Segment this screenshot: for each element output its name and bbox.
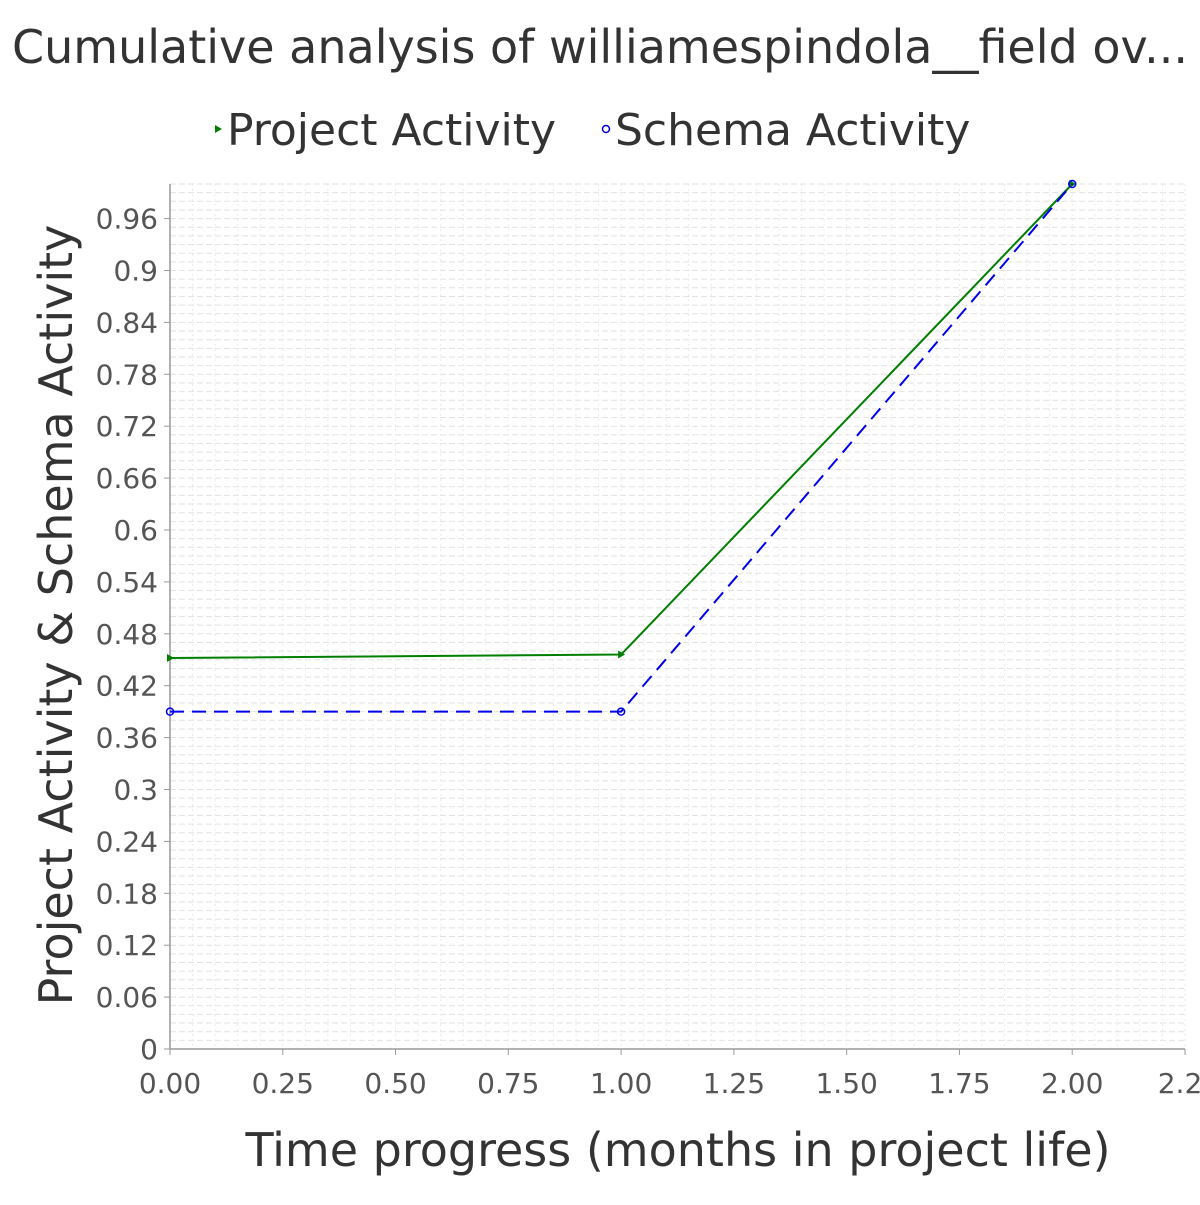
series-project-activity: [167, 180, 1077, 663]
data-point-schema-activity: [165, 707, 175, 716]
y-tick-label: 0.9: [113, 255, 158, 288]
chart-title: Cumulative analysis of williamespindola_…: [12, 20, 1188, 74]
data-point-project-activity: [618, 650, 626, 659]
legend-label-project-activity: Project Activity: [227, 105, 556, 156]
legend-marker-project-activity: [215, 125, 222, 133]
y-tick-label: 0.96: [96, 203, 158, 236]
x-tick-label: 2.2: [1158, 1067, 1200, 1100]
y-tick-label: 0.18: [96, 877, 158, 910]
data-point-project-activity: [167, 654, 174, 663]
y-tick-label: 0.12: [96, 929, 158, 962]
legend: Project Activity Schema Activity: [215, 105, 970, 156]
legend-label-schema-activity: Schema Activity: [615, 105, 970, 156]
legend-marker-schema-activity: [601, 124, 611, 134]
x-tick-label: 0.50: [364, 1067, 426, 1100]
y-tick-label: 0.6: [113, 514, 158, 547]
data-point-schema-activity: [616, 707, 626, 716]
y-tick-label: 0.06: [96, 981, 158, 1014]
y-axis-ticks: 0 0.06 0.12 0.18 0.24 0.3 0.36 0.42 0.48 0.54 0.6 0…: [96, 203, 170, 1066]
x-tick-label: 1.75: [928, 1067, 990, 1100]
x-tick-label: 0.25: [252, 1067, 314, 1100]
y-tick-label: 0.42: [96, 670, 158, 703]
y-tick-label: 0.84: [96, 306, 158, 339]
x-tick-label: 1.25: [703, 1067, 765, 1100]
y-tick-label: 0.78: [96, 358, 158, 391]
series-line-schema-activity: [170, 183, 1073, 713]
x-axis-label: Time progress (months in project life): [244, 1123, 1110, 1177]
series-layer: [165, 179, 1077, 716]
y-tick-label: 0.54: [96, 566, 158, 599]
data-point-project-activity: [1069, 180, 1077, 188]
x-tick-label: 0.75: [477, 1067, 539, 1100]
x-tick-label: 1.00: [590, 1067, 652, 1100]
data-point-schema-activity: [1067, 179, 1077, 189]
y-tick-label: 0.24: [96, 825, 158, 858]
y-tick-label: 0.36: [96, 722, 158, 755]
y-axis-label: Project Activity & Schema Activity: [29, 225, 83, 1006]
legend-item-schema-activity: Schema Activity: [601, 105, 970, 156]
x-tick-label: 1.50: [815, 1067, 877, 1100]
series-schema-activity: [165, 179, 1077, 716]
x-tick-label: 2.00: [1041, 1067, 1103, 1100]
y-tick-label: 0: [140, 1033, 158, 1066]
plot-area: [169, 183, 1186, 1050]
y-tick-label: 0.72: [96, 410, 158, 443]
y-tick-label: 0.48: [96, 618, 158, 651]
y-tick-label: 0.3: [113, 774, 158, 807]
y-tick-label: 0.66: [96, 462, 158, 495]
legend-item-project-activity: Project Activity: [215, 105, 556, 156]
x-tick-label: 0.00: [139, 1067, 201, 1100]
x-axis-ticks: 0.00 0.25 0.50 0.75 1.00 1.25 1.50 1.75 2.00 2.2: [139, 1049, 1200, 1100]
